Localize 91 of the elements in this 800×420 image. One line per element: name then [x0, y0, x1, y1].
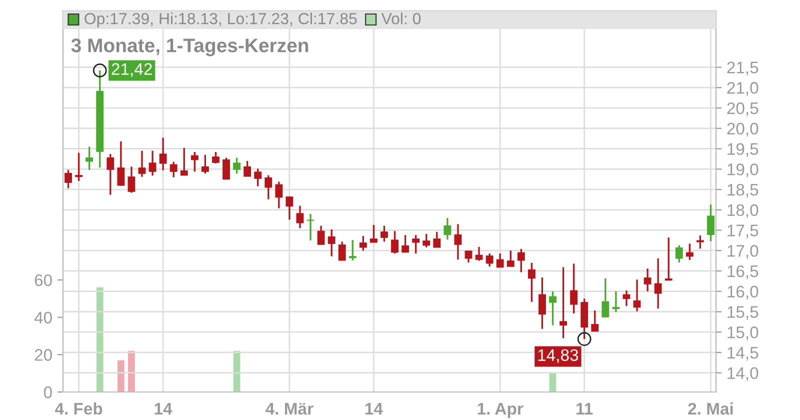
candlestick	[506, 250, 514, 268]
candlestick	[64, 169, 72, 190]
annotation: Op:17.39, Hi:18.13, Lo:17.23, Cl:17.85	[84, 12, 357, 28]
x-tick-label: 4. Feb	[54, 402, 102, 415]
candlestick	[328, 228, 336, 258]
bar	[96, 287, 104, 392]
y-tick-label: 17,5	[728, 224, 758, 238]
y-tick-label: 18,0	[728, 204, 758, 218]
candlestick	[244, 160, 252, 178]
candlestick	[686, 242, 694, 261]
y-tick-label: 19,5	[728, 143, 758, 157]
x-tick-label: 2. Mai	[688, 402, 733, 415]
candlestick	[338, 240, 346, 262]
candlestick	[570, 262, 578, 314]
y-tick-label: 15,5	[728, 306, 758, 320]
candlestick	[275, 180, 283, 210]
candlestick	[286, 196, 294, 220]
candlestick	[106, 153, 114, 196]
candlestick	[86, 146, 94, 171]
candlestick	[296, 204, 304, 230]
candlestick	[528, 262, 536, 303]
y2-tick-label: 60	[34, 274, 52, 286]
candlestick	[370, 224, 378, 244]
candlestick	[675, 244, 683, 264]
y-tick-label: 16,0	[728, 286, 758, 300]
y2-tick-label: 20	[34, 349, 52, 361]
y-tick-label: 16,5	[728, 265, 758, 280]
candlestick	[496, 252, 504, 268]
candlestick	[633, 278, 641, 312]
candlestick	[317, 224, 325, 246]
candlestick	[433, 231, 441, 248]
y-tick-label: 18,5	[728, 184, 758, 198]
candlestick	[170, 160, 178, 178]
candlestick	[138, 150, 146, 178]
y-tick-label: 19,0	[728, 164, 758, 178]
candlestick	[359, 235, 367, 252]
y-tick-label: 21,5	[727, 62, 758, 76]
y-tick-label: 17,0	[728, 245, 758, 259]
candlestick	[148, 150, 156, 176]
y-tick-label: 14,5	[728, 347, 758, 361]
candlestick	[412, 234, 420, 254]
y-tick-label: 21,0	[727, 82, 758, 96]
bar	[128, 350, 135, 392]
candlestick	[212, 151, 220, 164]
candlestick	[254, 168, 262, 188]
candlestick	[402, 234, 410, 254]
candlestick	[538, 276, 546, 330]
candlestick	[549, 290, 556, 326]
candlestick	[117, 140, 125, 187]
x-tick-label: 14	[154, 403, 172, 414]
y2-tick-label: 0	[44, 386, 52, 398]
candlestick	[422, 233, 430, 248]
candlestick	[306, 213, 314, 242]
candlestick	[444, 217, 452, 240]
x-tick-label: 4. Mär	[266, 402, 314, 415]
candlestick	[380, 224, 388, 242]
annotation: Vol: 0	[381, 12, 421, 24]
candlestick	[591, 310, 599, 332]
candlestick	[222, 156, 230, 180]
candlestick	[201, 154, 209, 174]
y-tick-label: 20,0	[727, 122, 758, 137]
x-tick-label: 11	[576, 403, 593, 414]
candlestick	[486, 252, 494, 268]
candlestick	[264, 174, 272, 200]
candlestick	[475, 246, 483, 262]
y2-tick-label: 40	[34, 312, 52, 324]
x-tick-label: 1. Apr	[478, 403, 524, 418]
bar	[549, 373, 556, 392]
candlestick	[517, 248, 525, 274]
candlestick	[159, 136, 167, 172]
candlestick	[622, 290, 630, 307]
candlestick	[180, 147, 188, 176]
y-tick-label: 15,0	[728, 326, 758, 340]
annotation: 14,83	[538, 349, 578, 363]
candlestick	[602, 277, 610, 318]
y-tick-label: 20,5	[727, 102, 758, 116]
x-tick-label: 14	[365, 403, 383, 414]
candlestick	[560, 266, 568, 340]
bar	[118, 360, 124, 392]
candlestick	[233, 156, 241, 174]
candlestick	[391, 230, 398, 254]
candlestick	[654, 258, 662, 310]
annotation: 21,42	[112, 63, 152, 77]
candlestick	[454, 223, 462, 260]
text: 3 Monate, 1-Tages-Kerzen	[71, 38, 308, 56]
candlestick	[707, 204, 714, 242]
candlestick	[128, 166, 136, 194]
y-tick-label: 14,0	[728, 367, 758, 382]
candlestick	[644, 268, 652, 292]
candlestick	[464, 250, 472, 264]
candlestick	[190, 151, 198, 172]
